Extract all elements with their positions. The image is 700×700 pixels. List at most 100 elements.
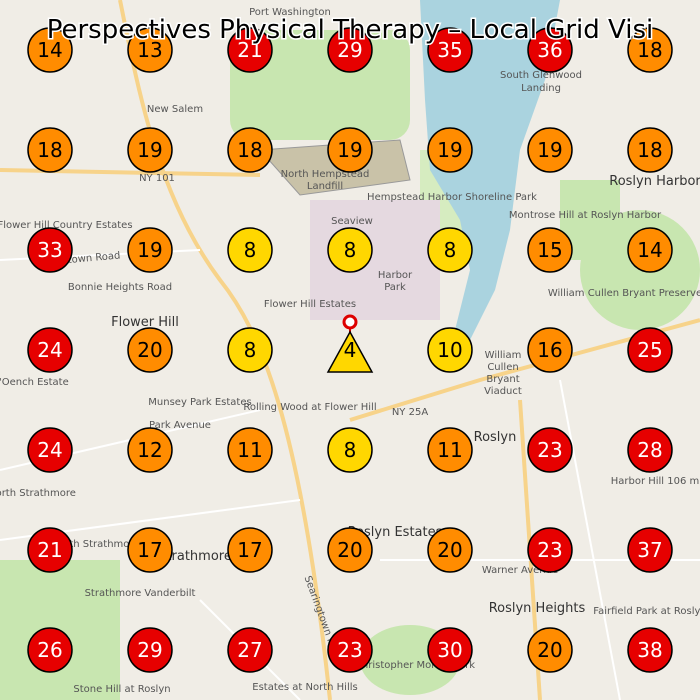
rank-marker <box>227 327 273 373</box>
rank-marker <box>627 127 673 173</box>
map-label: William <box>485 350 522 361</box>
rank-label: 18 <box>637 38 662 62</box>
map-label: Roslyn Harbor <box>609 174 700 189</box>
map-label: Hempstead Harbor Shoreline Park <box>367 192 537 203</box>
rank-marker <box>127 27 173 73</box>
map-label: Port Washington <box>249 7 331 18</box>
rank-marker <box>227 227 273 273</box>
rank-label: 13 <box>137 38 162 62</box>
rank-label: 10 <box>437 338 462 362</box>
rank-marker <box>227 427 273 473</box>
rank-label: 18 <box>637 138 662 162</box>
rank-label: 17 <box>137 538 162 562</box>
map-label: Roslyn Estates <box>348 525 443 540</box>
rank-marker <box>427 427 473 473</box>
rank-label: 18 <box>237 138 262 162</box>
rank-marker <box>227 627 273 673</box>
map-label: Flower Hill <box>111 315 179 330</box>
rank-marker <box>327 427 373 473</box>
rank-label: 18 <box>37 138 62 162</box>
map-label: Munsey Park Estates <box>148 397 251 408</box>
map-label: Viaduct <box>484 386 522 397</box>
rank-marker <box>327 27 373 73</box>
rank-marker <box>27 627 73 673</box>
rank-marker <box>627 527 673 573</box>
rank-marker <box>127 227 173 273</box>
rank-label: 20 <box>337 538 362 562</box>
rank-label: 29 <box>137 638 162 662</box>
rank-label: 35 <box>437 38 462 62</box>
map-label: Stone Hill at Roslyn <box>73 684 170 695</box>
rank-label: 20 <box>437 538 462 562</box>
rank-marker <box>427 127 473 173</box>
rank-label: 23 <box>337 638 362 662</box>
title: Perspectives Physical Therapy – Local Gr… <box>47 15 654 45</box>
rank-label: 8 <box>244 238 257 262</box>
map-label: North Strathmore <box>0 488 76 499</box>
business-pin-head <box>342 314 358 330</box>
rank-label: 11 <box>437 438 462 462</box>
rank-marker <box>427 227 473 273</box>
rank-label: 8 <box>344 238 357 262</box>
rank-marker <box>27 127 73 173</box>
rank-label: 24 <box>37 338 62 362</box>
map-label: Strathmore <box>158 549 232 564</box>
map-label: NY 101 <box>139 173 175 184</box>
map-label: Christopher Morley Park <box>355 660 475 671</box>
rank-marker <box>27 27 73 73</box>
map-label: Cullen <box>487 362 518 373</box>
rank-label: 21 <box>237 38 262 62</box>
rank-marker <box>127 627 173 673</box>
rank-marker <box>227 527 273 573</box>
map-label: Bryant <box>486 374 519 385</box>
rank-label: 27 <box>237 638 262 662</box>
rank-marker <box>326 330 374 373</box>
rank-marker <box>327 127 373 173</box>
rank-marker <box>527 627 573 673</box>
map-label: Roslyn Heights <box>489 601 586 616</box>
rank-marker <box>127 327 173 373</box>
rank-label: 20 <box>137 338 162 362</box>
rank-marker <box>27 527 73 573</box>
rank-marker <box>627 27 673 73</box>
rank-label: 19 <box>337 138 362 162</box>
parks <box>0 30 700 700</box>
map-label: Seaview <box>331 216 373 227</box>
rank-label: 30 <box>437 638 462 662</box>
rank-marker <box>527 227 573 273</box>
map-label: North Hempstead <box>281 169 370 180</box>
rank-label: 19 <box>437 138 462 162</box>
rank-label: 16 <box>537 338 562 362</box>
map-label: South Strathmore <box>51 539 140 550</box>
rank-label: 23 <box>537 438 562 462</box>
rank-marker <box>27 427 73 473</box>
map-label: Park <box>384 282 406 293</box>
rank-marker <box>327 227 373 273</box>
rank-label: 28 <box>637 438 662 462</box>
rank-grid: 14 13 21 29 35 36 18 18 19 18 19 19 19 18 33 19 8 8 8 15 14 2… <box>27 27 673 673</box>
rank-marker <box>527 527 573 573</box>
rank-marker <box>427 627 473 673</box>
rank-marker <box>327 527 373 573</box>
map-label: Estates at North Hills <box>252 682 357 693</box>
rank-label: 19 <box>537 138 562 162</box>
map-label: Warner Avenue <box>482 565 558 576</box>
rank-label: 29 <box>337 38 362 62</box>
map-label: Park Avenue <box>149 420 211 431</box>
rank-label: 38 <box>637 638 662 662</box>
map-label: Roslyn <box>474 430 517 445</box>
map-label: New Salem <box>147 104 203 115</box>
rank-label: 19 <box>137 238 162 262</box>
map-label: Fairfield Park at Roslyn <box>593 606 700 617</box>
rank-marker <box>27 227 73 273</box>
rank-marker <box>127 427 173 473</box>
map-label: Montrose Hill at Roslyn Harbor <box>509 210 662 221</box>
map-label: NY 25A <box>392 407 428 418</box>
rank-label: 19 <box>137 138 162 162</box>
map-label: William Cullen Bryant Preserve <box>548 288 700 299</box>
map-label: Flower Hill Estates <box>264 299 356 310</box>
rank-label: 36 <box>537 38 562 62</box>
rank-label: 8 <box>244 338 257 362</box>
rank-marker <box>227 27 273 73</box>
